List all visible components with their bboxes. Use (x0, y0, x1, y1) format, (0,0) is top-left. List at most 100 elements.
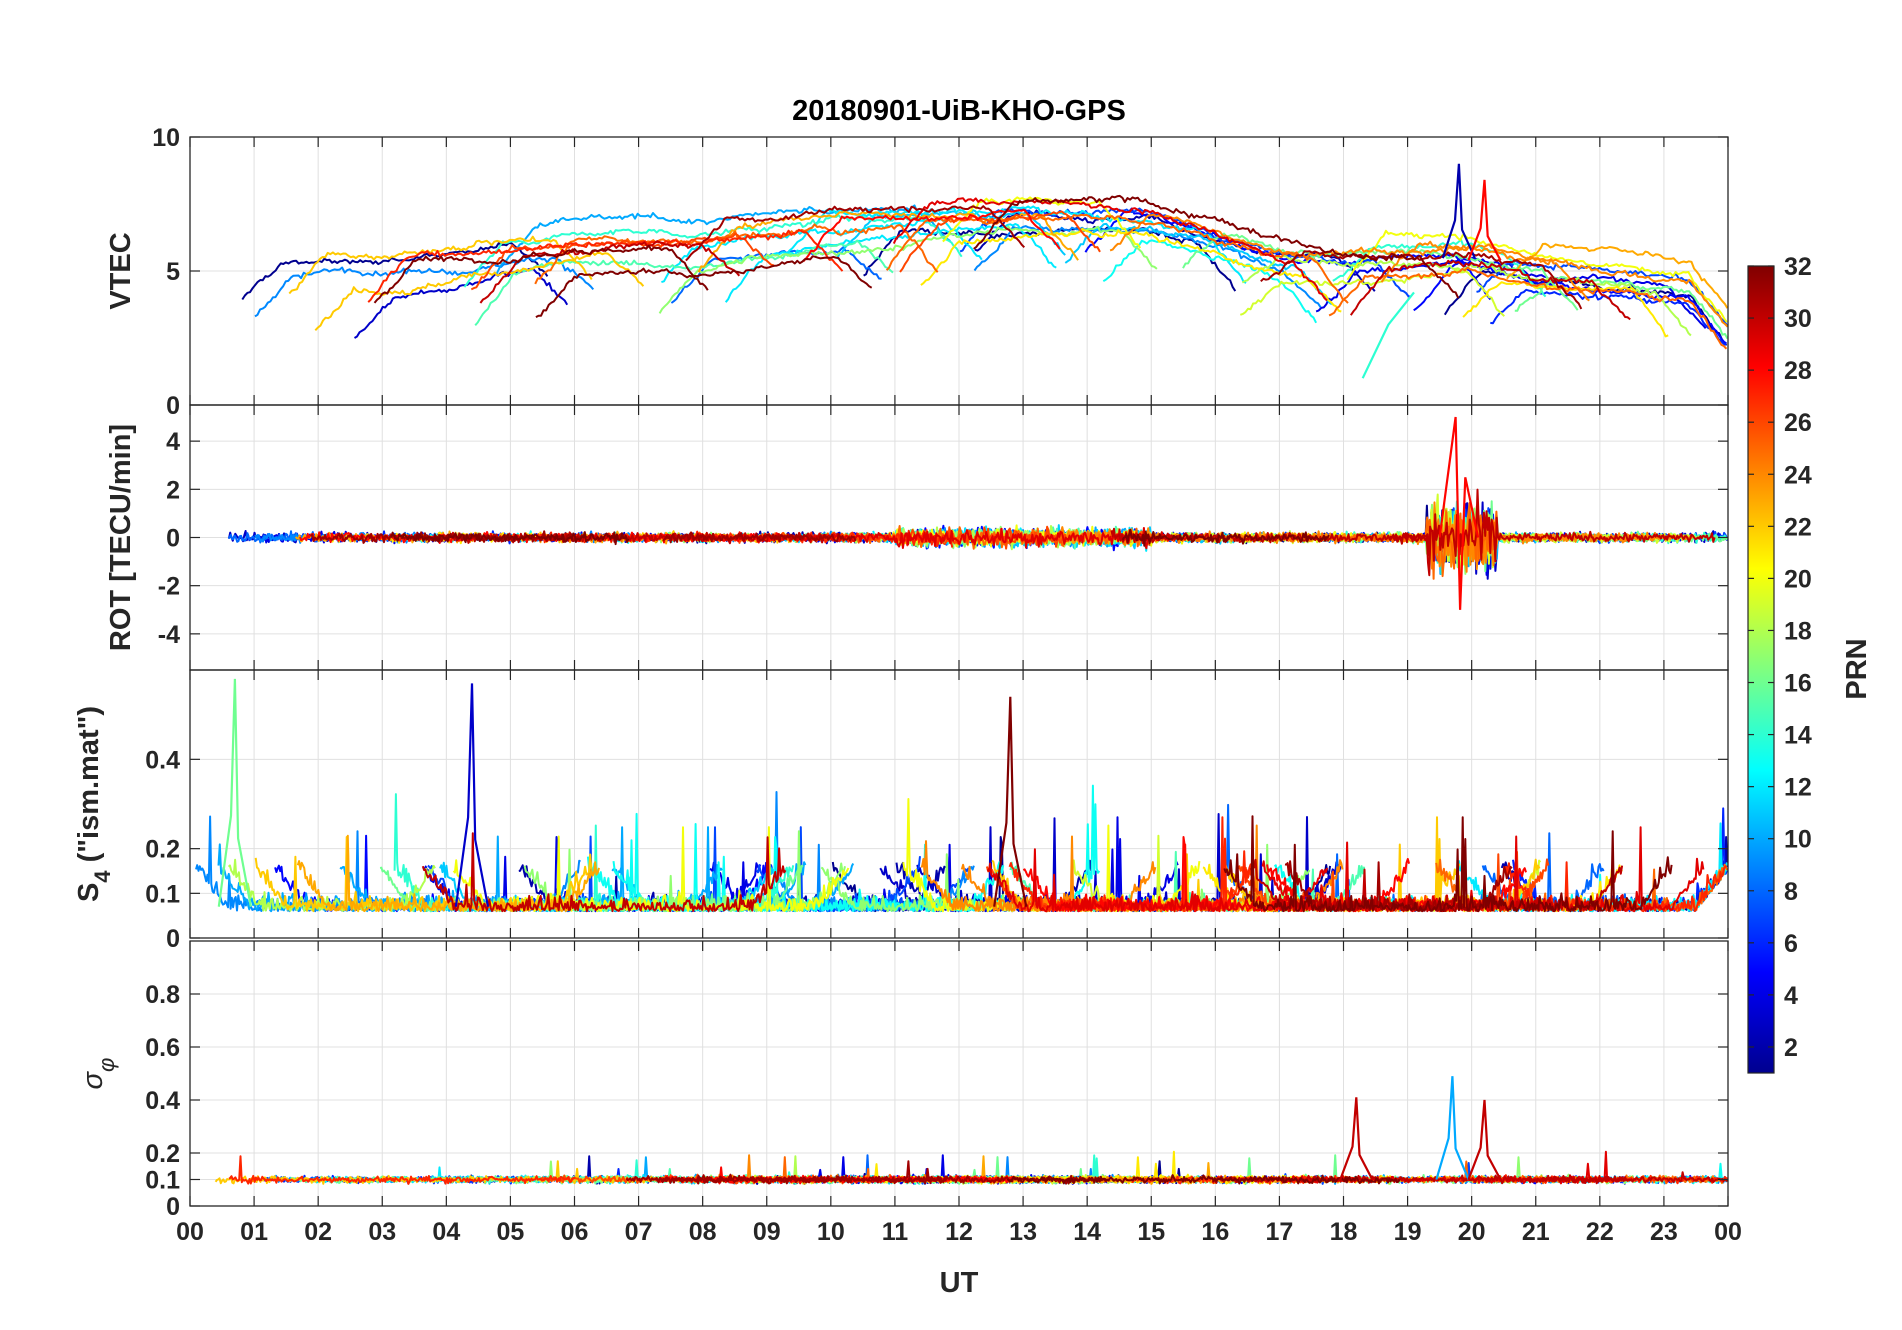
colorbar-tick-label: 20 (1784, 565, 1812, 593)
panel-grid-vtec (190, 137, 1728, 405)
x-tick-label: 13 (1009, 1218, 1037, 1246)
y-tick-label: 0.8 (145, 981, 180, 1009)
series-prn-32 (373, 244, 709, 304)
series-prn-1 (1443, 270, 1728, 346)
feature-s4-prn-3 (454, 683, 490, 907)
series-prn-12 (724, 223, 1057, 303)
series-prn-20 (942, 196, 1142, 249)
series-prn-25 (1328, 266, 1728, 350)
colorbar-tick-label: 6 (1784, 930, 1798, 958)
series-prn-22 (314, 250, 645, 331)
x-tick-label: 06 (561, 1218, 589, 1246)
series-prn-27 (228, 1155, 576, 1185)
x-tick-label: 10 (817, 1218, 845, 1246)
series-prn-30 (1349, 259, 1631, 321)
colorbar-tick-label: 32 (1784, 253, 1812, 281)
x-tick-label: 11 (882, 1218, 909, 1246)
x-tick-label: 09 (753, 1218, 781, 1246)
panel-vtec: 0 5 10 VTEC (105, 124, 1729, 420)
y-tick-label: -4 (158, 621, 180, 649)
y-tick-label: 0 (166, 925, 180, 953)
feature-s4-prn-16 (217, 678, 252, 907)
series-prn-23 (1506, 242, 1728, 309)
series-prn-32 (1223, 815, 1673, 913)
feature-sigma_phi-prn-30 (1467, 1099, 1502, 1181)
series-prn-20 (1346, 229, 1728, 323)
series-prn-21 (1462, 281, 1669, 338)
series-prn-32 (535, 255, 873, 318)
series-prn-11 (1064, 222, 1333, 306)
colorbar-tick-label: 16 (1784, 670, 1812, 698)
colorbar-tick-label: 8 (1784, 878, 1798, 906)
series-prn-27 (367, 228, 844, 303)
colorbar-tick-label: 26 (1784, 409, 1812, 437)
colorbar-tick-label: 2 (1784, 1034, 1798, 1062)
x-tick-label: 05 (497, 1218, 525, 1246)
y-axis-label-sigma_phi: σφ (77, 1058, 119, 1090)
series-prn-14 (1332, 238, 1547, 298)
feature-rot (1438, 416, 1480, 610)
feature-vtec-prn-2 (1441, 163, 1476, 259)
panel-series-s4 (195, 678, 1728, 913)
series-prn-32 (1121, 528, 1330, 547)
y-tick-label: 0.1 (145, 880, 180, 908)
series-prn-31 (685, 205, 1026, 262)
colorbar-tick-label: 18 (1784, 617, 1812, 645)
y-tick-label: 10 (152, 124, 180, 152)
x-tick-label: 12 (945, 1218, 973, 1246)
x-tick-label: 22 (1586, 1218, 1614, 1246)
series-prn-30 (421, 832, 787, 913)
colorbar-tick-label: 10 (1784, 826, 1812, 854)
x-tick-labels: 00 01 02 03 04 05 06 07 08 09 10 11 12 13 14 15 16 17 18 19… (176, 1218, 1742, 1246)
y-axis-label-s4: S4 ("ism.mat") (73, 706, 115, 902)
y-tick-label: 2 (166, 476, 180, 504)
series-prn-22 (288, 235, 593, 295)
colorbar-tick-label: 4 (1784, 982, 1798, 1010)
x-tick-label: 07 (625, 1218, 653, 1246)
chart-title: 20180901-UiB-KHO-GPS (792, 95, 1126, 127)
series-prn-14 (463, 214, 963, 288)
series-prn-7 (1476, 259, 1728, 328)
series-prn-9 (973, 225, 1322, 308)
feature-sigma_phi-prn-30 (1339, 1097, 1374, 1181)
colorbar-tick-label: 28 (1784, 357, 1812, 385)
series-prn-32 (1006, 1174, 1401, 1185)
x-tick-label: 08 (689, 1218, 717, 1246)
y-axis-label-rot: ROT [TECU/min] (105, 424, 137, 651)
series-prn-32 (390, 531, 630, 546)
x-axis-label: UT (940, 1267, 979, 1299)
series-prn-9 (254, 256, 595, 318)
x-tick-label: 21 (1522, 1218, 1550, 1246)
series-prn-29 (986, 848, 1329, 913)
x-tick-label: 17 (1266, 1218, 1294, 1246)
y-axis-label-vtec: VTEC (105, 232, 137, 309)
feature-vtec-prn-28 (1467, 179, 1502, 261)
x-tick-label: 04 (432, 1218, 460, 1246)
series-prn-28 (802, 208, 1061, 262)
y-tick-label: 0 (166, 1193, 180, 1221)
y-tick-label: 0.2 (145, 836, 180, 864)
y-tick-label: 0.1 (145, 1167, 180, 1195)
x-tick-label: 01 (240, 1218, 268, 1246)
y-tick-label: 0.4 (145, 746, 180, 774)
colorbar-tick-label: 22 (1784, 513, 1812, 541)
x-tick-label: 02 (304, 1218, 332, 1246)
x-tick-label: 00 (1714, 1218, 1742, 1246)
x-tick-label: 18 (1330, 1218, 1358, 1246)
y-tick-label: 5 (166, 258, 180, 286)
y-tick-label: -2 (158, 573, 180, 601)
x-tick-label: 15 (1137, 1218, 1165, 1246)
colorbar-tick-label: 14 (1784, 722, 1812, 750)
x-tick-label: 19 (1394, 1218, 1422, 1246)
panel-rot: -4 -2 0 2 4 ROT [TECU/min] (105, 404, 1729, 671)
panel-sigma_phi: 00.10.2 0.4 0.6 0.8 σφ (77, 940, 1729, 1221)
colorbar-tick-label: 24 (1784, 461, 1812, 489)
x-tick-label: 03 (368, 1218, 396, 1246)
x-tick-label: 20 (1458, 1218, 1486, 1246)
x-tick-label: 23 (1650, 1218, 1678, 1246)
y-tick-label: 0.2 (145, 1140, 180, 1168)
series-prn-16 (1514, 275, 1728, 340)
